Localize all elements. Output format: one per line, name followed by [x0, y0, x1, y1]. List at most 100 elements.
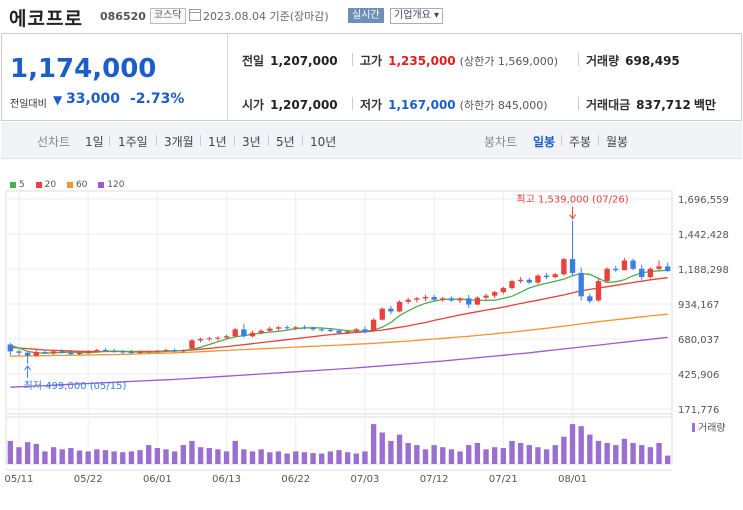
divider — [109, 135, 110, 146]
candle-body — [630, 260, 636, 269]
price-chart[interactable]: 1,696,559 1,442,428 1,188,298 934,167 680,03… — [0, 190, 743, 508]
candle-daily[interactable]: 일봉 — [533, 135, 556, 149]
candle-body — [102, 350, 109, 352]
candle-body — [344, 331, 351, 333]
volume-bar — [258, 449, 264, 464]
volume-bar — [7, 440, 14, 464]
y-tick-label: 934,167 — [678, 300, 719, 311]
period-10y[interactable]: 10년 — [310, 135, 337, 149]
volume-bar — [362, 451, 368, 464]
divider — [561, 135, 562, 146]
candle-body — [336, 330, 342, 333]
volume-bar — [232, 440, 238, 464]
legend-swatch — [66, 181, 73, 188]
down-arrow-icon: ▼ — [53, 93, 63, 107]
volume-bar — [353, 453, 359, 464]
period-1d[interactable]: 1일 — [85, 135, 104, 149]
candle-body — [154, 350, 161, 352]
candle-weekly[interactable]: 주봉 — [569, 135, 592, 149]
volume-bar — [163, 449, 169, 464]
volume-bar — [543, 449, 550, 464]
legend-label: 60 — [75, 180, 88, 190]
volume-bar — [111, 451, 117, 464]
volume-bar — [621, 438, 628, 464]
volume-bar — [68, 448, 74, 464]
period-3m[interactable]: 3개월 — [164, 135, 194, 149]
period-3y[interactable]: 3년 — [242, 135, 261, 149]
candle-body — [483, 295, 489, 298]
volume-bar — [59, 449, 65, 464]
candle-body — [526, 279, 532, 283]
volume-bar — [319, 453, 325, 464]
volume-bar — [448, 449, 455, 464]
volume-bar — [180, 445, 186, 464]
period-1w[interactable]: 1주일 — [118, 135, 148, 149]
volume-bar — [249, 451, 256, 464]
volume-bar — [24, 442, 31, 464]
volume-bar — [422, 449, 429, 464]
volume-bar — [595, 440, 602, 464]
y-tick-label: 1,188,298 — [678, 265, 729, 276]
low-note: 최저 499,000 (05/15) — [24, 380, 127, 392]
period-5y[interactable]: 5년 — [276, 135, 295, 149]
divider — [268, 135, 269, 146]
volume-bar — [483, 449, 489, 464]
legend-label: 120 — [107, 180, 125, 190]
volume: 거래량 698,495 — [586, 52, 680, 69]
candle-body — [474, 297, 481, 305]
volume-bar — [388, 440, 394, 464]
change-value: 33,000 — [66, 91, 121, 107]
divider — [352, 53, 353, 66]
x-tick-label: 05/22 — [74, 474, 103, 485]
y-tick-label: 425,906 — [678, 370, 719, 381]
low-value: 1,167,000 — [388, 98, 456, 112]
period-1y[interactable]: 1년 — [208, 135, 227, 149]
candle-monthly[interactable]: 월봉 — [606, 135, 629, 149]
divider — [578, 53, 579, 66]
volume-bar — [656, 443, 662, 464]
line-chart-label[interactable]: 선차트 — [37, 135, 71, 149]
volume-bar — [94, 449, 100, 464]
legend-ma60[interactable]: 60 — [66, 180, 88, 190]
calendar-icon — [189, 9, 201, 21]
legend-ma5[interactable]: 5 — [10, 180, 25, 190]
high-value: 1,235,000 — [388, 54, 456, 68]
legend-ma20[interactable]: 20 — [35, 180, 56, 190]
volume-bar — [492, 447, 498, 464]
candle-body — [215, 337, 221, 339]
quote-box: 1,174,000 전일대비 ▼ 33,000 -2.73% 전일 1,207,0… — [1, 33, 742, 121]
y-tick-label: 171,776 — [678, 405, 719, 416]
ma20-line — [10, 277, 668, 353]
candle-body — [613, 268, 619, 271]
candle-body — [569, 259, 576, 273]
candle-body — [578, 272, 584, 297]
volume-label: 거래량 — [586, 54, 620, 68]
open-label: 시가 — [242, 98, 265, 112]
volume-bar — [630, 443, 636, 464]
company-info-dropdown[interactable]: 기업개요 ▾ — [390, 8, 443, 24]
volume-bar — [42, 451, 48, 464]
stock-name: 에코프로 — [9, 8, 83, 30]
candle-body — [396, 301, 403, 312]
candle-body — [171, 350, 178, 352]
realtime-button[interactable]: 실시간 — [348, 8, 384, 23]
candle-body — [163, 350, 169, 352]
candle-body — [414, 298, 420, 300]
volume-bar — [310, 453, 316, 464]
candle-body — [197, 339, 204, 341]
volume-bar — [197, 447, 204, 464]
candle-body — [422, 296, 429, 299]
candle-chart-label[interactable]: 봉차트 — [484, 135, 518, 149]
change-percent: -2.73% — [130, 91, 185, 107]
candle-body — [388, 308, 394, 312]
lower-limit: (하한가 845,000) — [459, 99, 548, 112]
volume-legend-swatch — [692, 423, 695, 432]
candle-body — [241, 329, 247, 337]
candle-body — [284, 327, 290, 329]
candle-body — [561, 259, 567, 275]
candle-body — [293, 327, 299, 329]
volume-bar — [664, 455, 671, 464]
divider — [156, 135, 157, 146]
legend-ma120[interactable]: 120 — [98, 180, 124, 190]
stock-code: 086520 — [100, 10, 146, 23]
